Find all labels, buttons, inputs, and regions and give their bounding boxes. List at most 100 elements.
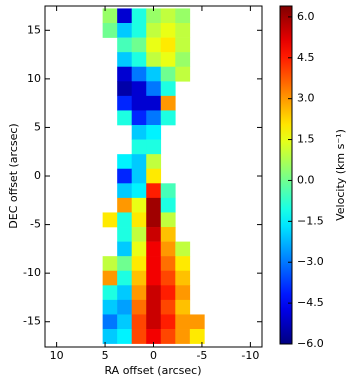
map: [102, 8, 205, 344]
x-tick-label: 0: [150, 349, 157, 362]
cell: [160, 52, 176, 68]
cell: [160, 241, 176, 257]
colorbar-tick-label: −4.5: [297, 296, 324, 309]
cell: [131, 81, 147, 97]
cell: [117, 212, 133, 228]
cell: [131, 212, 147, 228]
cell: [146, 183, 162, 199]
cell: [175, 270, 191, 286]
cell: [175, 66, 191, 82]
cell: [131, 154, 147, 170]
cell: [117, 81, 133, 97]
cell: [102, 285, 118, 301]
cell: [146, 139, 162, 155]
cell: [102, 314, 118, 330]
cell: [131, 168, 147, 184]
x-axis-label: RA offset (arcsec): [104, 364, 201, 377]
cell: [160, 37, 176, 53]
cell: [175, 285, 191, 301]
cell: [146, 197, 162, 213]
cell: [117, 154, 133, 170]
cell: [131, 8, 147, 24]
cell: [160, 212, 176, 228]
x-tick-label: -10: [241, 349, 259, 362]
cell: [131, 241, 147, 257]
y-tick-label: -10: [23, 266, 41, 279]
y-tick-label: -5: [30, 218, 41, 231]
cell: [160, 227, 176, 242]
x-tick-label: -5: [196, 349, 207, 362]
cell: [146, 154, 162, 170]
cell: [131, 256, 147, 272]
cell: [189, 314, 205, 330]
cell: [131, 95, 147, 111]
cell: [117, 256, 133, 272]
colorbar-tick-label: −1.5: [297, 214, 324, 227]
cell: [146, 125, 162, 140]
cell: [189, 329, 205, 344]
cell: [146, 37, 162, 53]
cell: [117, 37, 133, 53]
cell: [146, 110, 162, 126]
cell: [131, 285, 147, 301]
colorbar-tick-label: −6.0: [297, 337, 324, 350]
cell: [131, 183, 147, 199]
cell: [117, 95, 133, 111]
cell: [160, 66, 176, 82]
cell: [102, 299, 118, 315]
cell: [102, 212, 118, 228]
cell: [131, 37, 147, 53]
cell: [102, 270, 118, 286]
colorbar: [279, 5, 293, 345]
cell: [117, 8, 133, 24]
cell: [131, 23, 147, 38]
colorbar-tick-label: 6.0: [297, 10, 315, 23]
cell: [117, 66, 133, 82]
cell: [131, 139, 147, 155]
cell: [175, 52, 191, 68]
cell: [131, 299, 147, 315]
cell: [117, 329, 133, 344]
cell: [117, 227, 133, 242]
cell: [175, 241, 191, 257]
cell: [160, 23, 176, 38]
cell: [146, 270, 162, 286]
cell: [146, 66, 162, 82]
cell: [117, 110, 133, 126]
cell: [160, 314, 176, 330]
cell: [160, 197, 176, 213]
cell: [160, 256, 176, 272]
cell: [146, 241, 162, 257]
cell: [117, 285, 133, 301]
x-tick-label: 10: [50, 349, 64, 362]
cell: [131, 125, 147, 140]
cell: [160, 110, 176, 126]
colorbar-tick-label: 3.0: [297, 92, 315, 105]
cell: [160, 95, 176, 111]
cell: [102, 23, 118, 38]
cell: [131, 110, 147, 126]
cell: [117, 168, 133, 184]
cell: [160, 329, 176, 344]
cell: [160, 183, 176, 199]
cell: [102, 8, 118, 24]
cell: [175, 37, 191, 53]
cell: [146, 314, 162, 330]
cell: [175, 329, 191, 344]
x-tick-label: 5: [102, 349, 109, 362]
cell: [146, 95, 162, 111]
cell: [131, 227, 147, 242]
colorbar-tick-label: 0.0: [297, 173, 315, 186]
cell: [146, 299, 162, 315]
cell: [117, 314, 133, 330]
cell: [146, 329, 162, 344]
cell: [175, 314, 191, 330]
cell: [102, 329, 118, 344]
colorbar-label: Velocity (km s⁻¹): [334, 129, 347, 221]
y-tick-label: 5: [34, 120, 41, 133]
colorbar-tick-label: 4.5: [297, 51, 315, 64]
y-axis-label: DEC offset (arcsec): [7, 123, 20, 228]
y-tick-label: 15: [27, 23, 41, 36]
cell: [146, 168, 162, 184]
